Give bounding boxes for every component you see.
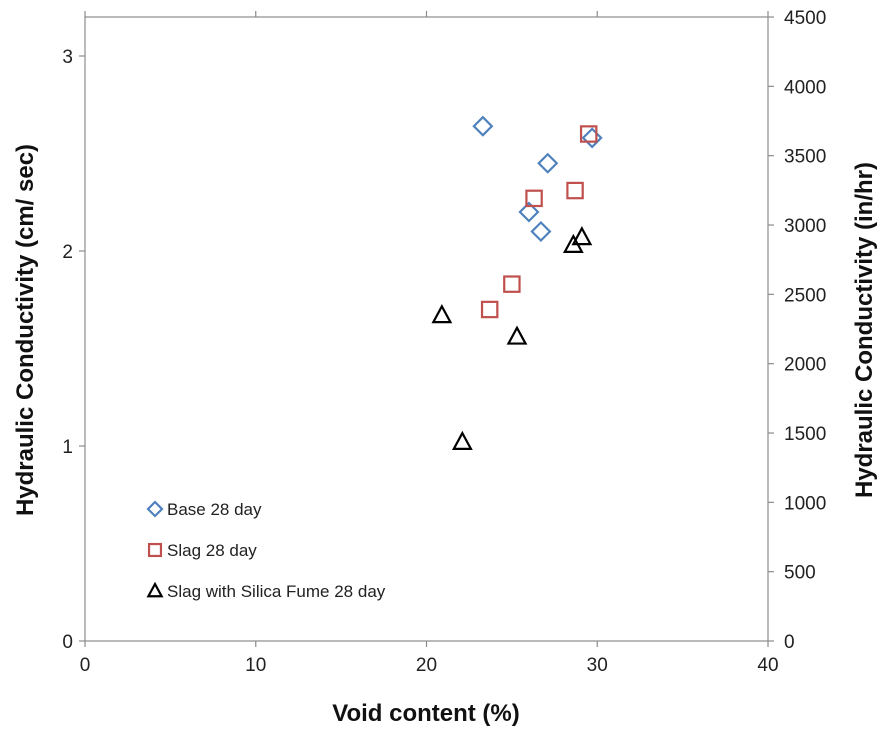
legend-label: Base 28 day	[167, 500, 262, 519]
data-point-triangle	[431, 304, 453, 324]
x-tick-label: 10	[245, 655, 266, 676]
legend-marker-triangle	[146, 581, 164, 598]
y2-tick-label: 500	[784, 563, 816, 584]
legend-marker-square	[147, 542, 163, 558]
y2-tick-label: 2000	[784, 355, 826, 376]
data-point-diamond	[530, 220, 552, 243]
y2-tick-label: 3500	[784, 147, 826, 168]
x-tick-label: 30	[587, 655, 608, 676]
x-tick-label: 40	[757, 655, 778, 676]
y-axis-right: 0 500 1000 1500 2000 2500 3000 3500 4000 4500	[768, 8, 826, 653]
data-point-diamond	[518, 201, 540, 223]
x-tick-label: 0	[80, 655, 91, 676]
data-point-triangle	[571, 226, 593, 246]
legend-marker-diamond	[146, 500, 164, 518]
y2-tick-label: 4500	[784, 8, 826, 29]
legend: Base 28 day Slag 28 day Slag with Silica F…	[146, 500, 386, 601]
y2-tick-label: 0	[784, 632, 795, 653]
y2-tick-label: 3000	[784, 216, 826, 237]
y-tick-label: 2	[62, 242, 73, 263]
data-point-diamond	[537, 152, 559, 174]
y2-tick-label: 4000	[784, 77, 826, 98]
data-point-triangle	[562, 233, 584, 253]
data-points	[431, 115, 603, 450]
data-point-square	[525, 189, 543, 208]
y2-axis-title: Hydraulic Conductivity (in/hr)	[851, 162, 878, 498]
data-point-diamond	[472, 115, 494, 137]
data-point-square	[480, 300, 499, 319]
legend-label: Slag 28 day	[167, 541, 257, 560]
y-axis-left: 0 1 2 3	[62, 47, 85, 653]
data-point-square	[566, 181, 584, 200]
y-tick-label: 1	[62, 437, 73, 458]
x-tick-label: 20	[416, 655, 437, 676]
y2-tick-label: 1500	[784, 424, 826, 445]
y-axis-title: Hydraulic Conductivity (cm/ sec)	[12, 144, 39, 516]
data-point-diamond	[581, 127, 603, 149]
y2-tick-label: 1000	[784, 493, 826, 514]
data-point-square	[579, 125, 598, 143]
data-point-triangle	[506, 325, 528, 345]
y-tick-label: 3	[62, 47, 73, 68]
data-point-triangle	[451, 430, 473, 450]
data-point-square	[503, 275, 521, 293]
y-tick-label: 0	[62, 632, 73, 653]
legend-label: Slag with Silica Fume 28 day	[167, 582, 386, 601]
x-axis-title: Void content (%)	[332, 700, 520, 727]
x-axis: 0 10 20 30 40	[80, 11, 779, 676]
y2-tick-label: 2500	[784, 285, 826, 306]
